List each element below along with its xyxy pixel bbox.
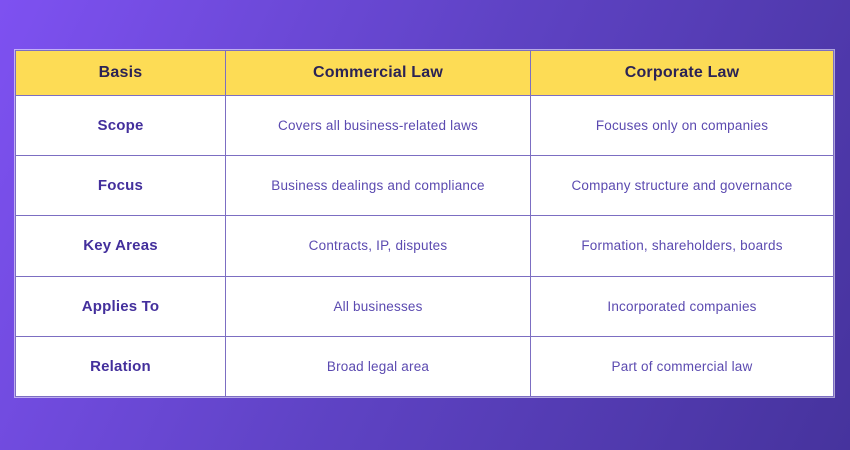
cell-focus-commercial: Business dealings and compliance [225, 155, 531, 217]
row-label-focus: Focus [15, 155, 226, 217]
table-row-applies-to: Applies To All businesses Incorporated c… [15, 275, 834, 337]
cell-applies-to-commercial: All businesses [225, 275, 531, 337]
table-row-scope: Scope Covers all business-related laws F… [15, 94, 834, 157]
header-row: Basis Commercial Law Corporate Law [15, 50, 834, 96]
cell-key-areas-commercial: Contracts, IP, disputes [225, 215, 531, 277]
cell-focus-corporate: Company structure and governance [530, 155, 834, 217]
row-label-applies-to: Applies To [15, 275, 226, 337]
cell-relation-commercial: Broad legal area [225, 335, 531, 398]
header-cell-basis: Basis [15, 50, 226, 96]
cell-relation-corporate: Part of commercial law [530, 335, 834, 398]
header-cell-corporate-law: Corporate Law [530, 50, 834, 96]
comparison-table: Basis Commercial Law Corporate Law Scope… [15, 50, 834, 398]
cell-scope-corporate: Focuses only on companies [530, 94, 834, 157]
table-row-key-areas: Key Areas Contracts, IP, disputes Format… [15, 215, 834, 277]
cell-scope-commercial: Covers all business-related laws [225, 94, 531, 157]
row-label-key-areas: Key Areas [15, 215, 226, 277]
table-row-focus: Focus Business dealings and compliance C… [15, 155, 834, 217]
table-row-relation: Relation Broad legal area Part of commer… [15, 335, 834, 398]
cell-applies-to-corporate: Incorporated companies [530, 275, 834, 337]
row-label-relation: Relation [15, 335, 226, 398]
row-label-scope: Scope [15, 94, 226, 157]
header-cell-commercial-law: Commercial Law [225, 50, 531, 96]
cell-key-areas-corporate: Formation, shareholders, boards [530, 215, 834, 277]
